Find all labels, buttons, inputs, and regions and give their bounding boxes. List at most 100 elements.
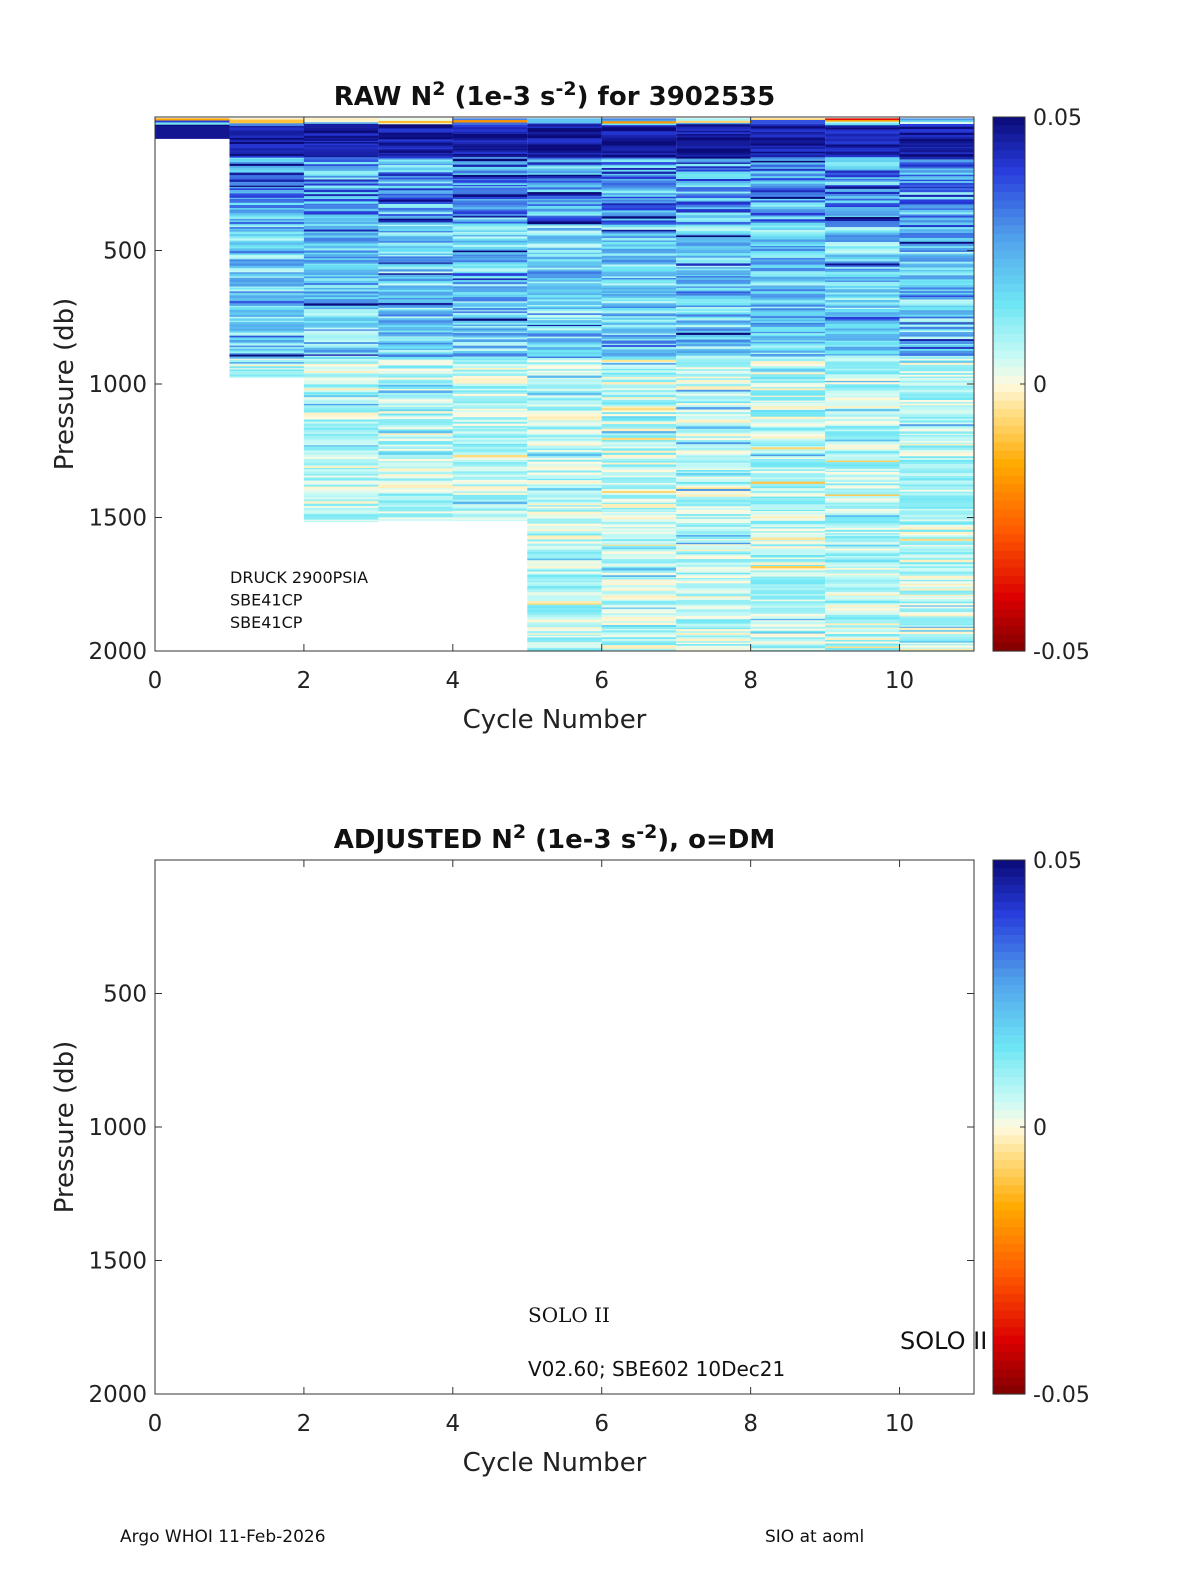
heatmap-cell <box>899 229 974 232</box>
heatmap-cell <box>899 543 974 546</box>
heatmap-cell <box>527 364 602 366</box>
heatmap-cell <box>676 635 751 638</box>
heatmap-cell <box>825 203 900 207</box>
heatmap-cell <box>676 609 751 612</box>
heatmap-cell <box>601 570 677 574</box>
heatmap-cell <box>899 308 974 311</box>
heatmap-cell <box>899 314 974 318</box>
heatmap-cell <box>303 224 379 227</box>
heatmap-cell <box>378 159 453 163</box>
heatmap-cell <box>303 286 379 289</box>
heatmap-cell <box>750 492 826 496</box>
heatmap-cell <box>527 582 602 585</box>
heatmap-cell <box>825 368 900 371</box>
heatmap-cell <box>601 278 677 280</box>
heatmap-cell <box>825 127 900 130</box>
heatmap-cell <box>825 610 900 614</box>
heatmap-cell <box>229 177 304 181</box>
heatmap-cell <box>601 581 677 584</box>
colorbar-segment <box>993 642 1025 652</box>
heatmap-cell <box>750 473 826 477</box>
heatmap-cell <box>452 135 528 139</box>
heatmap-cell <box>825 534 900 537</box>
heatmap-cell <box>676 247 751 249</box>
heatmap-cell <box>899 357 974 360</box>
heatmap-cell <box>899 163 974 166</box>
heatmap-cell <box>303 330 379 334</box>
heatmap-cell <box>527 494 602 498</box>
heatmap-cell <box>750 640 826 643</box>
heatmap-cell <box>676 348 751 352</box>
heatmap-cell <box>303 197 379 200</box>
heatmap-cell <box>676 516 751 518</box>
heatmap-cell <box>750 396 826 399</box>
heatmap-cell <box>676 171 751 175</box>
heatmap-cell <box>303 296 379 300</box>
heatmap-cell <box>601 154 677 158</box>
heatmap-cell <box>229 221 304 225</box>
heatmap-cell <box>899 508 974 512</box>
heatmap-cell <box>452 369 528 373</box>
heatmap-cell <box>899 275 974 278</box>
heatmap-cell <box>676 128 751 132</box>
heatmap-cell <box>676 305 751 308</box>
heatmap-cell <box>750 481 826 485</box>
heatmap-cell <box>750 425 826 428</box>
heatmap-cell <box>899 287 974 291</box>
heatmap-cell <box>378 274 453 278</box>
heatmap-cell <box>676 452 751 456</box>
chart-title: ADJUSTED N2 (1e-3 s-2), o=DM <box>334 821 775 855</box>
heatmap-cell <box>601 189 677 192</box>
colorbar-segment <box>993 217 1025 226</box>
heatmap-cell <box>452 492 528 496</box>
heatmap-cell <box>378 195 453 198</box>
heatmap-cell <box>452 468 528 472</box>
heatmap-cell <box>378 344 453 348</box>
heatmap-cell <box>378 416 453 420</box>
heatmap-cell <box>303 233 379 237</box>
heatmap-cell <box>825 423 900 425</box>
heatmap-cell <box>378 176 453 179</box>
heatmap-cell <box>229 148 304 151</box>
heatmap-cell <box>452 433 528 436</box>
heatmap-cell <box>601 446 677 449</box>
heatmap-cell <box>899 132 974 136</box>
heatmap-cell <box>452 391 528 395</box>
heatmap-cell <box>750 574 826 578</box>
heatmap-cell <box>378 320 453 324</box>
heatmap-cell <box>825 488 900 491</box>
heatmap-cell <box>676 130 751 133</box>
heatmap-cell <box>527 291 602 295</box>
heatmap-cell <box>601 398 677 401</box>
heatmap-cell <box>899 468 974 472</box>
heatmap-cell <box>601 152 677 156</box>
heatmap-cell <box>601 515 677 518</box>
heatmap-cell <box>750 540 826 542</box>
heatmap-cell <box>899 360 974 363</box>
heatmap-cell <box>601 336 677 340</box>
heatmap-cell <box>378 367 453 370</box>
heatmap-cell <box>452 192 528 195</box>
heatmap-cell <box>601 274 677 277</box>
heatmap-cell <box>527 486 602 489</box>
heatmap-column-cycle-10 <box>825 118 900 652</box>
heatmap-cell <box>452 404 528 408</box>
heatmap-cell <box>527 406 602 410</box>
heatmap-cell <box>899 129 974 132</box>
heatmap-cell <box>229 170 304 174</box>
heatmap-cell <box>676 265 751 268</box>
heatmap-cell <box>676 619 751 621</box>
heatmap-cell <box>601 577 677 579</box>
heatmap-cell <box>527 588 602 591</box>
heatmap-cell <box>303 268 379 271</box>
heatmap-cell <box>899 140 974 144</box>
heatmap-cell <box>229 347 304 350</box>
heatmap-cell <box>303 458 379 462</box>
heatmap-cell <box>899 121 974 125</box>
heatmap-cell <box>676 118 751 122</box>
heatmap-cell <box>601 517 677 520</box>
y-axis-label: Pressure (db) <box>50 298 80 471</box>
heatmap-cell <box>229 284 304 288</box>
heatmap-cell <box>303 482 379 486</box>
heatmap-cell <box>899 387 974 391</box>
